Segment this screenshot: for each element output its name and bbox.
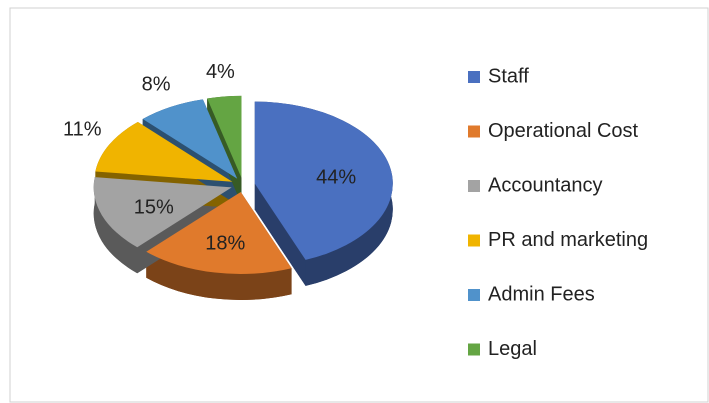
- legend-swatch: [468, 343, 480, 356]
- legend-label: Admin Fees: [488, 283, 595, 305]
- slice: [142, 99, 238, 179]
- legend-label: Operational Cost: [488, 120, 639, 142]
- slice: [207, 95, 242, 178]
- data-label: 8%: [142, 73, 171, 95]
- slice: [93, 177, 232, 248]
- legend-label: PR and marketing: [488, 229, 648, 251]
- slice: [254, 101, 393, 260]
- data-label: 44%: [316, 167, 356, 189]
- legend-swatch: [468, 289, 480, 301]
- legend-swatch: [468, 234, 480, 247]
- slice-side: [93, 177, 138, 274]
- data-label: 15%: [134, 196, 174, 218]
- data-label: 11%: [63, 119, 102, 141]
- slice: [146, 192, 292, 275]
- legend-label: Accountancy: [488, 174, 603, 196]
- legend-swatch: [468, 180, 480, 192]
- legend-label: Legal: [488, 338, 537, 360]
- slice-wall: [254, 183, 306, 286]
- data-label: 4%: [206, 61, 235, 83]
- legend-swatch: [468, 71, 480, 83]
- legend-label: Staff: [488, 65, 529, 87]
- slice: [95, 121, 233, 182]
- legend-swatch: [468, 125, 480, 138]
- data-label: 18%: [205, 233, 245, 255]
- slice-side: [146, 251, 292, 301]
